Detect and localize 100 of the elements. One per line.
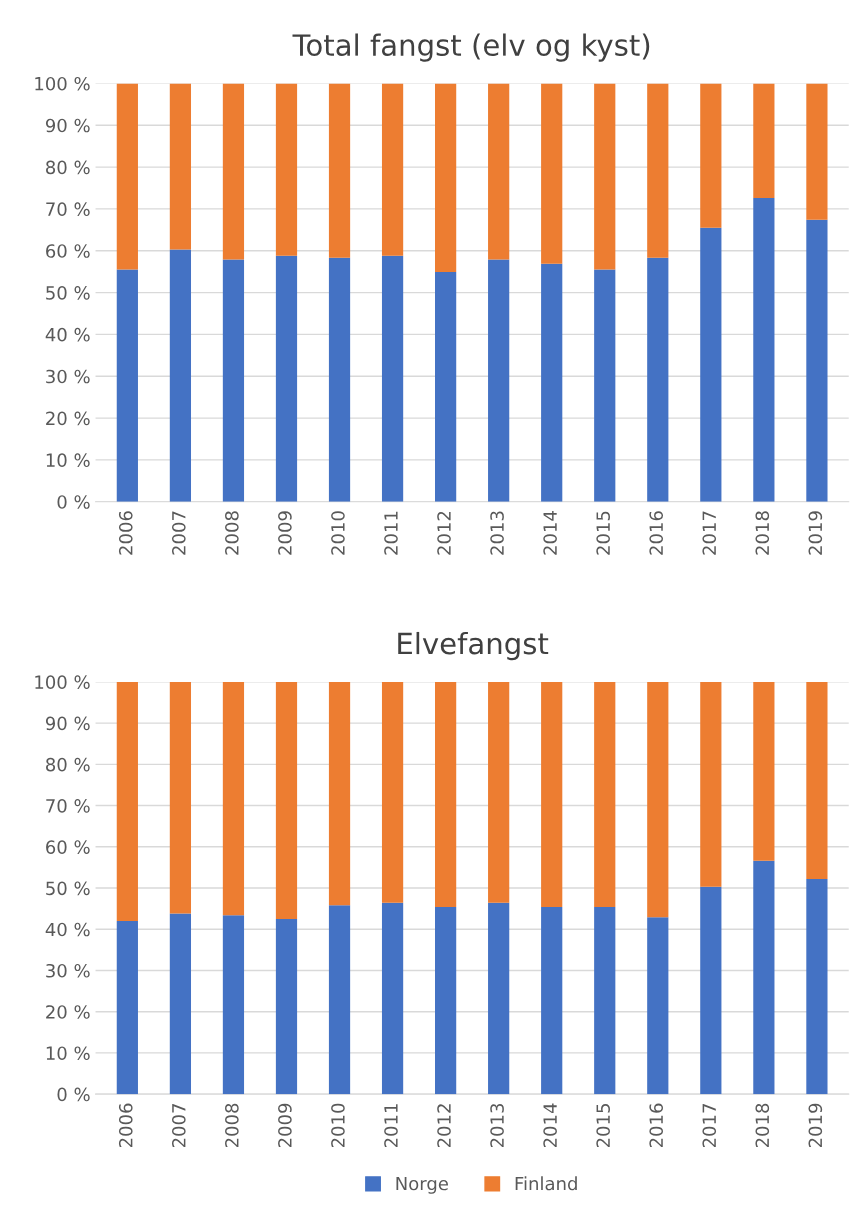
y-tick-label: 60 % [46,244,90,258]
bar [541,83,563,264]
bar [381,83,404,256]
bar [222,915,245,1095]
bar [116,269,138,502]
x-tick-label: 2007 [171,1104,186,1148]
x-tick-label: 2014 [543,511,557,555]
x-tick-label: 2018 [755,1103,770,1148]
bar [753,83,775,199]
bar [116,681,138,921]
x-tick-label: 2015 [596,1104,610,1148]
bar [275,681,298,919]
bar [541,263,563,502]
bar [169,913,192,1095]
bar [806,219,828,502]
bar [328,681,351,906]
bar [806,681,828,879]
x-tick-label: 2017 [702,511,717,555]
x-tick-label: 2008 [225,511,239,555]
y-tick-label: 90 % [45,118,90,133]
bar [806,83,828,220]
x-tick-label: 2012 [437,1104,451,1148]
bar [328,905,351,1095]
y-tick-label: 0 % [57,495,90,509]
bar [541,906,563,1095]
y-tick-label: 30 % [46,963,90,978]
y-tick-label: 20 % [46,411,90,426]
y-tick-label: 100 % [35,76,90,91]
bar [435,83,457,273]
bar [594,83,616,270]
bar [328,83,351,258]
x-tick-label: 2006 [118,511,133,555]
y-tick-label: 90 % [45,716,90,731]
bar [222,83,245,260]
x-tick-label: 2011 [384,511,398,555]
bar [488,681,510,903]
bar [381,902,404,1095]
bar [594,906,616,1095]
y-tick-label: 100 % [35,675,90,689]
bar [753,681,775,861]
bar [647,257,669,502]
bar [594,681,616,907]
x-tick-label: 2014 [543,1103,557,1148]
bar [488,259,510,502]
y-tick-label: 60 % [46,840,90,854]
bar [116,920,138,1095]
x-tick-label: 2012 [437,511,451,555]
bar [647,83,669,258]
x-tick-label: 2013 [490,511,504,555]
y-tick-label: 0 % [57,1087,90,1102]
bar [700,886,722,1095]
bar [169,681,192,914]
bar [222,259,245,502]
bar [435,272,457,502]
bar [753,198,775,502]
x-tick-label: 2009 [278,1103,292,1148]
bar [700,227,722,502]
x-tick-label: 2009 [278,511,292,555]
y-tick-label: 80 % [46,160,90,175]
y-tick-label: 30 % [46,369,90,384]
bar [753,860,775,1095]
y-tick-label: 80 % [46,757,90,772]
bar [700,83,722,228]
y-tick-label: 50 % [46,286,90,300]
x-tick-label: 2015 [596,511,610,555]
bar [169,249,192,502]
bar [275,83,298,256]
bar [488,83,510,260]
x-tick-label: 2006 [118,1103,133,1148]
x-tick-label: 2018 [755,511,770,555]
bar [541,681,563,907]
bar [381,255,404,502]
x-tick-label: 2017 [702,1104,717,1148]
bar [116,83,138,270]
bar [647,917,669,1095]
y-tick-label: 20 % [46,1005,90,1019]
x-tick-label: 2007 [171,511,186,555]
x-tick-label: 2010 [331,511,345,555]
legend-label: Norge [396,1176,448,1194]
y-tick-label: 40 % [45,327,90,342]
x-tick-label: 2016 [649,1103,664,1148]
bar [328,257,351,502]
bar [275,255,298,502]
y-tick-label: 50 % [46,881,90,896]
x-tick-label: 2013 [490,1103,504,1148]
y-tick-label: 40 % [45,922,90,937]
chart-title: Elvefangst [398,631,549,661]
y-tick-label: 70 % [46,202,90,217]
y-tick-label: 10 % [46,1046,90,1061]
bar [488,902,510,1095]
x-tick-label: 2010 [331,1103,345,1148]
bar [594,269,616,502]
bar [700,681,722,887]
y-tick-label: 70 % [46,799,90,813]
bar [806,878,828,1095]
legend-label: Finland [515,1176,577,1191]
bar [381,681,404,903]
bar [435,906,457,1095]
bar [435,681,457,907]
x-tick-label: 2019 [808,1103,823,1148]
